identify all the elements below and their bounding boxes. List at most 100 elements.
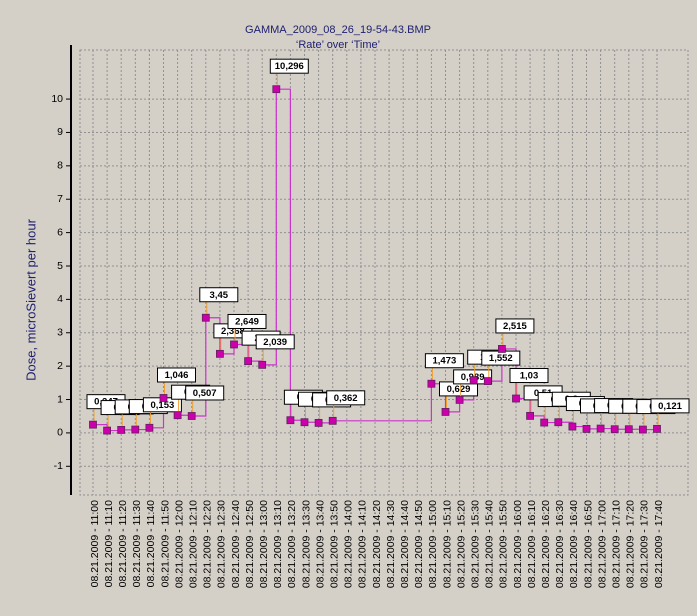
marker [441, 408, 450, 416]
x-tick-label: 08.21.2009 - 12:40 [230, 500, 242, 588]
x-tick-label: 08.21.2009 - 16:40 [568, 500, 580, 588]
y-tick-label: 0 [57, 427, 63, 439]
data-label: 0,362 [334, 393, 358, 404]
label-box [650, 398, 690, 414]
marker [131, 425, 140, 434]
x-tick-label: 08.21.2009 - 13:10 [272, 500, 284, 588]
data-label: 0,507 [193, 388, 217, 399]
x-tick-label: 08.21.2009 - 16:20 [540, 500, 552, 588]
data-label: 3,45 [210, 290, 229, 301]
x-tick-label: 08.21.2009 - 17:30 [639, 500, 651, 588]
marker [215, 349, 224, 358]
marker [173, 411, 182, 420]
data-label: 2,039 [263, 337, 287, 348]
label-box [326, 390, 366, 406]
x-tick-label: 08.21.2009 - 11:30 [131, 500, 143, 588]
marker [314, 418, 323, 427]
marker [554, 418, 563, 427]
x-tick-label: 08.21.2009 - 13:40 [314, 500, 326, 588]
gap-connector [332, 383, 432, 422]
y-tick-label: 5 [57, 260, 63, 272]
x-tick-label: 08.21.2009 - 16:00 [512, 500, 524, 588]
label-box [227, 313, 267, 329]
y-tick-label: 6 [57, 226, 63, 238]
chart-title: GAMMA_2009_08_26_19-54-43.BMP [245, 24, 431, 36]
marker [596, 424, 605, 433]
marker [201, 313, 210, 322]
marker [497, 345, 506, 353]
label-box [185, 385, 225, 401]
x-tick-label: 08.21.2009 - 15:30 [469, 500, 481, 588]
marker [653, 424, 661, 433]
y-axis-label: Dose, microSievert per hour [23, 218, 38, 381]
marker [540, 418, 549, 427]
marker [526, 411, 534, 420]
data-label: 1,03 [520, 371, 539, 382]
marker [469, 376, 478, 385]
data-label: 1,552 [489, 353, 513, 364]
plot-frame [79, 49, 689, 496]
y-tick-label: 4 [57, 293, 63, 305]
y-tick-label: 7 [57, 193, 63, 205]
x-tick-label: 08.21.2009 - 17:10 [610, 500, 622, 588]
marker [639, 425, 647, 434]
x-tick-label: 08.21.2009 - 11:00 [89, 500, 101, 588]
x-tick-label: 08.21.2009 - 12:20 [202, 500, 214, 588]
y-tick-label: 2 [57, 360, 63, 372]
label-box [255, 334, 295, 350]
data-label: 2,515 [503, 321, 527, 332]
x-tick-label: 08.21.2009 - 15:40 [484, 500, 496, 588]
y-tick-label: 9 [57, 126, 63, 138]
x-tick-label: 08.21.2009 - 14:00 [343, 500, 355, 588]
marker [512, 394, 520, 403]
x-tick-label: 08.21.2009 - 15:10 [441, 500, 453, 588]
x-tick-label: 08.21.2009 - 16:30 [554, 500, 566, 588]
data-label: 0,121 [658, 401, 682, 412]
marker [624, 425, 633, 434]
x-tick-label: 08.21.2009 - 12:00 [173, 500, 185, 588]
marker [244, 357, 253, 366]
x-tick-label: 08.21.2009 - 15:20 [455, 500, 467, 588]
data-label: 2,368 [221, 326, 245, 337]
marker [103, 426, 111, 435]
x-tick-label: 08.21.2009 - 14:10 [357, 500, 369, 588]
x-tick-label: 08.21.2009 - 11:40 [145, 500, 157, 588]
x-tick-label: 08.21.2009 - 16:50 [582, 500, 594, 588]
x-tick-label: 08.21.2009 - 15:00 [427, 500, 439, 588]
x-tick-label: 08.21.2009 - 13:30 [300, 500, 312, 588]
y-tick-label: 3 [57, 327, 63, 339]
y-tick-label: 8 [57, 160, 63, 172]
marker [117, 426, 126, 434]
marker [300, 418, 309, 427]
x-tick-label: 08.21.2009 - 17:20 [625, 500, 637, 588]
marker [455, 395, 464, 404]
label-box [269, 58, 309, 74]
marker [89, 420, 97, 429]
x-tick-label: 08.21.2009 - 12:50 [244, 500, 256, 588]
marker [159, 394, 168, 402]
x-tick-label: 08.21.2009 - 13:00 [258, 500, 270, 588]
x-tick-label: 08.21.2009 - 14:40 [399, 500, 411, 588]
label-box [495, 318, 535, 334]
data-label: 10,296 [275, 61, 304, 72]
x-tick-label: 08.21.2009 - 11:20 [117, 500, 129, 588]
marker [483, 377, 492, 385]
chart-subtitle: ‘Rate’ over ‘Time’ [296, 39, 380, 51]
marker [258, 360, 267, 369]
x-tick-label: 08.21.2009 - 16:10 [526, 500, 538, 588]
x-tick-label: 08.21.2009 - 15:50 [498, 500, 510, 588]
data-label: 0,153 [151, 400, 175, 411]
x-tick-label: 08.21.2009 - 13:50 [328, 500, 340, 588]
marker [568, 422, 577, 431]
x-tick-label: 08.21.2009 - 12:30 [216, 500, 228, 588]
x-tick-label: 08.21.2009 - 17:00 [596, 500, 608, 588]
label-box [509, 368, 549, 384]
marker [286, 416, 295, 425]
x-tick-label: 08.21.2009 - 14:20 [371, 500, 383, 588]
x-tick-label: 08.21.2009 - 12:10 [187, 500, 199, 588]
marker [610, 425, 619, 434]
marker [230, 340, 238, 349]
data-label: 2,649 [235, 316, 259, 327]
